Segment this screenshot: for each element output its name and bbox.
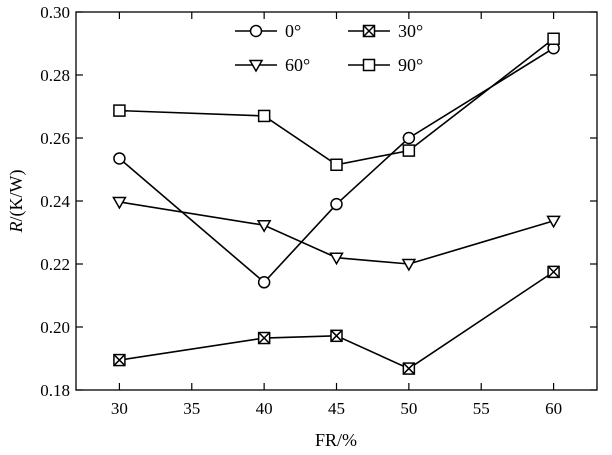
ticks [76, 11, 597, 391]
series-line [119, 38, 555, 166]
series-2 [112, 196, 561, 272]
legend-item: 60° [235, 55, 310, 75]
data-point [257, 276, 271, 289]
x-tick-label: 50 [400, 399, 417, 418]
x-tick-label: 55 [473, 399, 490, 418]
legend-label: 0° [285, 21, 301, 41]
series-3 [113, 32, 560, 172]
data-point [402, 131, 416, 145]
legend-item: 0° [235, 21, 301, 41]
data-point [330, 158, 343, 172]
data-point [402, 362, 416, 375]
series-group [112, 32, 561, 375]
legend: 0° 30° 60° 90° [235, 21, 423, 75]
y-tick-label: 0.20 [40, 318, 70, 337]
data-point [547, 32, 560, 46]
legend-label: 30° [398, 21, 423, 41]
y-axis-label-unit: /(K/W) [6, 170, 27, 222]
data-point [256, 220, 272, 233]
legend-item: 30° [348, 21, 423, 41]
x-tick-label: 45 [328, 399, 345, 418]
y-tick-label: 0.28 [40, 66, 70, 85]
y-axis-label: R/(K/W) [6, 170, 27, 234]
legend-label: 60° [285, 55, 310, 75]
data-point [330, 329, 343, 343]
data-point [402, 144, 416, 157]
data-point [113, 152, 126, 165]
y-tick-label: 0.26 [40, 129, 70, 148]
y-tick-label: 0.18 [40, 381, 70, 400]
tick-labels: 30 35 40 45 50 55 60 0.18 0.20 0.22 0.24 0.26 0.28 0.… [40, 3, 562, 418]
data-point [546, 215, 561, 229]
x-tick-label: 40 [256, 399, 273, 418]
data-point [330, 197, 343, 211]
x-tick-label: 60 [545, 399, 562, 418]
data-point [257, 109, 271, 123]
y-tick-label: 0.30 [40, 3, 70, 22]
legend-marker [362, 24, 376, 38]
data-point [257, 331, 271, 345]
y-tick-label: 0.24 [40, 192, 70, 211]
legend-item: 90° [348, 55, 423, 75]
legend-label: 90° [398, 55, 423, 75]
data-point [113, 353, 126, 367]
data-point [401, 258, 417, 272]
data-point [547, 265, 560, 279]
y-tick-label: 0.22 [40, 255, 70, 274]
legend-marker [249, 24, 263, 38]
series-1 [113, 265, 560, 375]
x-tick-label: 35 [183, 399, 200, 418]
series-line [119, 271, 555, 370]
x-axis-label: FR/% [315, 430, 357, 450]
legend-marker [362, 58, 376, 72]
legend-marker [248, 59, 264, 73]
x-tick-label: 30 [111, 399, 128, 418]
data-point [112, 196, 127, 210]
y-axis-label-symbol: R [6, 221, 26, 233]
data-point [113, 104, 126, 117]
data-point [329, 252, 344, 266]
